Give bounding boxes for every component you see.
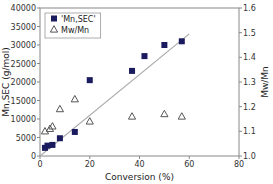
y2-tick	[239, 8, 242, 9]
legend-marker	[50, 26, 57, 32]
y-tick-label: 20000	[11, 78, 36, 87]
y-tick-label: 30000	[11, 41, 36, 50]
chart: 0 20 40 60 80 0 5000 10000 15000 20000 25000 30000 3…	[0, 0, 273, 184]
y2-tick-label: 1.3	[243, 78, 256, 87]
y-tick-label: 0	[31, 152, 36, 161]
y-tick	[37, 63, 40, 64]
x-tick-label: 40	[134, 160, 144, 169]
y2-tick	[239, 32, 242, 33]
y-tick	[37, 119, 40, 120]
y-tick	[37, 156, 40, 157]
y-tick	[37, 26, 40, 27]
y2-tick-label: 1.4	[243, 53, 256, 62]
legend-label: Mw/Mn	[61, 26, 89, 35]
x-tick	[89, 156, 90, 159]
y2-tick	[239, 82, 242, 83]
legend-box	[45, 13, 101, 38]
point	[178, 113, 185, 119]
y2-tick-label: 1.5	[243, 29, 256, 38]
point	[179, 38, 185, 44]
point	[161, 110, 168, 116]
plot-area	[40, 34, 189, 156]
legend-marker	[51, 16, 57, 22]
y-tick-label: 40000	[11, 4, 36, 13]
x-tick-label: 20	[85, 160, 95, 169]
y2-tick-label: 1.2	[243, 103, 256, 112]
y2-tick	[239, 106, 242, 107]
point	[141, 53, 147, 59]
x-tick-label: 80	[234, 160, 244, 169]
x-tick	[139, 156, 140, 159]
y-tick	[37, 82, 40, 83]
x-tick-label: 60	[184, 160, 194, 169]
y-tick-label: 10000	[11, 115, 36, 124]
point	[129, 68, 135, 74]
y2-tick	[239, 156, 242, 157]
y-tick	[37, 8, 40, 9]
y2-tick	[239, 57, 242, 58]
y-tick-label: 25000	[11, 60, 36, 69]
y-tick	[37, 137, 40, 138]
x-tick-label: 0	[37, 160, 42, 169]
y-tick-label: 35000	[11, 23, 36, 32]
legend-label: 'Mn,SEC'	[61, 15, 96, 24]
point	[71, 95, 78, 101]
y-tick	[37, 45, 40, 46]
legend: 'Mn,SEC' Mw/Mn	[45, 13, 101, 38]
axes: 0 20 40 60 80 0 5000 10000 15000 20000 25000 30000 3…	[11, 4, 256, 169]
point	[86, 118, 93, 124]
fit-line	[40, 34, 189, 156]
x-axis-label: Conversion (%)	[105, 172, 174, 182]
point	[87, 77, 93, 83]
point	[161, 42, 167, 48]
plot-frame	[40, 8, 239, 156]
point	[49, 123, 56, 129]
point	[72, 129, 78, 135]
y2-tick-label: 1.1	[243, 127, 256, 136]
y-tick-label: 5000	[16, 134, 36, 143]
y2-tick-label: 1.0	[243, 152, 256, 161]
y-axis-label: Mn,SEC (g/mol)	[1, 47, 11, 116]
y-tick	[37, 100, 40, 101]
y2-tick-label: 1.6	[243, 4, 256, 13]
x-tick	[189, 156, 190, 159]
point	[56, 105, 63, 111]
y2-axis-label: Mw/Mn	[260, 66, 270, 98]
y-tick-label: 15000	[11, 97, 36, 106]
point	[49, 142, 55, 148]
y2-tick	[239, 131, 242, 132]
point	[57, 135, 63, 141]
point	[128, 113, 135, 119]
